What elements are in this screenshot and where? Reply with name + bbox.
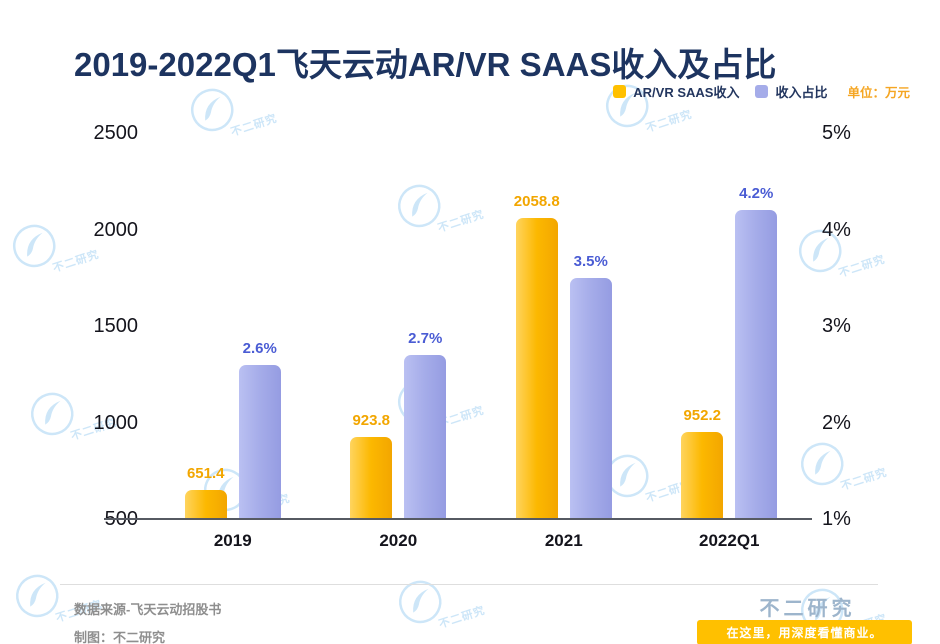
x-axis-label: 2019 (213, 531, 252, 550)
right-axis-tick: 4% (822, 218, 851, 241)
right-axis-tick: 5% (822, 122, 851, 144)
bar-ratio-label: 2.7% (408, 329, 443, 347)
chart-title: 2019-2022Q1飞天云动AR/VR SAAS收入及占比 (74, 46, 777, 84)
bar-revenue-label: 952.2 (683, 406, 722, 424)
chart-credit: 制图：不二研究 (74, 630, 166, 644)
left-axis-tick: 1500 (93, 315, 139, 337)
bar-revenue (350, 437, 393, 519)
data-source: 数据来源-飞天云动招股书 (74, 602, 222, 617)
bar-ratio (569, 277, 612, 519)
bar-ratio-label: 4.2% (739, 185, 774, 203)
bar-revenue (515, 218, 558, 519)
legend-item-ratio: 收入占比 (755, 82, 827, 101)
right-axis-tick: 1% (822, 508, 851, 530)
right-axis-tick: 3% (822, 315, 851, 337)
bar-ratio-label: 3.5% (573, 252, 608, 270)
brand-name: 不二研究 (759, 598, 856, 620)
legend: AR/VR SAAS收入 收入占比 单位：万元 (613, 82, 910, 101)
bar-ratio-label: 2.6% (242, 339, 277, 357)
legend-swatch-revenue (613, 85, 627, 98)
left-axis-tick: 1000 (93, 411, 139, 434)
legend-label-ratio: 收入占比 (775, 85, 828, 100)
bar-revenue-label: 923.8 (352, 412, 391, 430)
x-axis-label: 2021 (544, 531, 583, 550)
bar-revenue-label: 651.4 (186, 464, 225, 482)
bar-revenue (681, 431, 724, 519)
left-axis-tick: 2500 (93, 122, 139, 144)
bar-revenue-label: 2058.8 (513, 193, 560, 211)
x-axis-line (104, 518, 812, 520)
unit-label: 单位：万元 (847, 86, 910, 100)
x-axis-label: 2020 (379, 531, 418, 550)
footer-divider (60, 584, 878, 585)
x-axis-label: 2022Q1 (699, 531, 760, 550)
plot-area: 651.4 2.6% 923.8 2.7% 2058.8 3.5% 952.2 4.2% (150, 133, 812, 519)
right-axis-tick: 2% (822, 411, 851, 434)
legend-item-revenue: AR/VR SAAS收入 (613, 82, 739, 101)
bar-ratio (404, 354, 447, 519)
brand-slogan-badge: 在这里，用深度看懂商业。 (697, 620, 912, 644)
bar-revenue (184, 489, 227, 519)
legend-label-revenue: AR/VR SAAS收入 (633, 85, 740, 100)
bar-ratio (238, 364, 281, 519)
bar-ratio (735, 210, 778, 519)
left-axis-tick: 2000 (93, 218, 139, 241)
legend-swatch-ratio (755, 85, 769, 98)
